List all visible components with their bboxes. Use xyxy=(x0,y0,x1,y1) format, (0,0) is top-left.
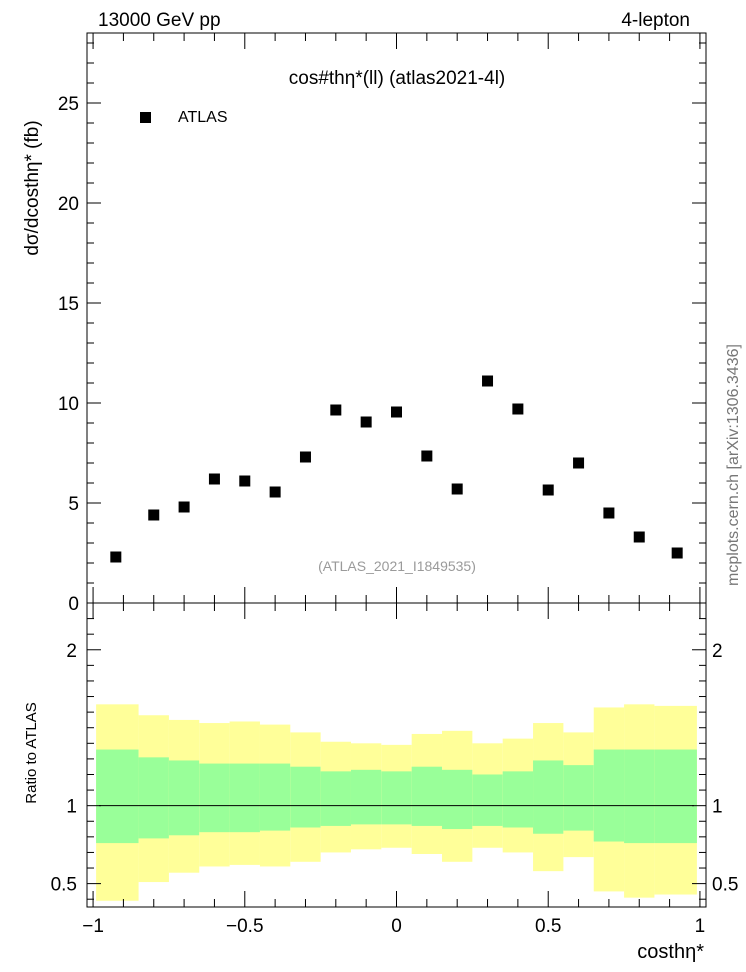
data-point-atlas xyxy=(148,509,160,521)
inner-band-bin xyxy=(96,749,139,844)
inner-band-bin xyxy=(502,771,534,828)
main-panel: 0 5 10 15 20 25 cos#thη*(ll) (atlas2021-4l) A… xyxy=(22,32,742,615)
x-tick-label: 0.5 xyxy=(535,916,561,937)
data-point-atlas xyxy=(208,473,220,485)
data-point-atlas xyxy=(482,375,494,387)
watermark: (ATLAS_2021_I1849535) xyxy=(318,558,476,574)
data-point-atlas xyxy=(603,507,615,519)
main-ytick-label: 25 xyxy=(58,94,79,115)
ratio-bands xyxy=(96,704,697,901)
legend-marker-atlas xyxy=(140,112,151,123)
data-point-atlas xyxy=(573,457,585,469)
inner-band-bin xyxy=(138,757,169,839)
ratio-ytick-label-right: 0.5 xyxy=(712,875,738,896)
inner-band-bin xyxy=(229,763,260,833)
main-series xyxy=(110,375,683,563)
inner-band-bin xyxy=(320,771,351,826)
x-tick-label: −1 xyxy=(82,916,104,937)
ratio-ylabel: Ratio to ATLAS xyxy=(23,702,40,803)
header-left: 13000 GeV pp xyxy=(98,10,221,31)
ratio-axes: 0.5 0.5 1 1 2 2 −1 −0.5 0 0.5 1 xyxy=(51,602,738,937)
side-label: mcplots.cern.ch [arXiv:1306.3436] xyxy=(725,344,742,586)
inner-band-bin xyxy=(472,774,503,826)
inner-band-bin xyxy=(624,749,655,844)
inner-band-bin xyxy=(442,769,473,830)
main-ytick-label: 15 xyxy=(58,294,79,315)
inner-band-bin xyxy=(411,766,443,826)
ratio-ytick-label-right: 2 xyxy=(712,641,723,662)
data-point-atlas xyxy=(299,451,311,463)
inner-band-bin xyxy=(381,771,412,825)
chart-title: cos#thη*(ll) (atlas2021-4l) xyxy=(289,68,506,89)
main-ytick-label: 0 xyxy=(68,594,79,615)
main-ytick-label: 5 xyxy=(68,494,79,515)
inner-band-bin xyxy=(350,769,382,825)
data-point-atlas xyxy=(421,450,433,462)
data-point-atlas xyxy=(542,484,554,496)
data-point-atlas xyxy=(633,531,645,543)
ratio-ytick-label-right: 1 xyxy=(712,797,723,818)
data-point-atlas xyxy=(391,406,402,418)
data-point-atlas xyxy=(360,416,372,428)
inner-band-bin xyxy=(259,763,291,831)
ratio-ytick-label-left: 1 xyxy=(66,797,77,818)
data-point-atlas xyxy=(178,501,190,513)
x-tick-label: 0 xyxy=(391,916,402,937)
inner-band-bin xyxy=(290,766,321,828)
inner-band-bin xyxy=(654,749,697,844)
data-point-atlas xyxy=(330,404,342,416)
data-point-atlas xyxy=(239,475,251,487)
x-tick-label: −0.5 xyxy=(226,916,264,937)
x-tick-label: 1 xyxy=(695,916,706,937)
legend-label-atlas: ATLAS xyxy=(178,109,228,126)
inner-band-bin xyxy=(168,760,200,836)
main-ytick-label: 10 xyxy=(58,394,79,415)
legend: ATLAS xyxy=(140,109,228,126)
ratio-ytick-label-left: 0.5 xyxy=(51,875,77,896)
x-axis-label: costhη* xyxy=(637,941,704,963)
data-point-atlas xyxy=(512,403,524,415)
inner-band-bin xyxy=(563,765,594,831)
ratio-ytick-label-left: 2 xyxy=(66,641,77,662)
data-point-atlas xyxy=(451,483,463,495)
inner-band-bin xyxy=(593,749,625,842)
main-ylabel: dσ/dcosthη* (fb) xyxy=(22,120,43,255)
main-axes: 0 5 10 15 20 25 xyxy=(58,32,707,615)
data-point-atlas xyxy=(110,551,122,563)
header-right: 4-lepton xyxy=(621,10,690,31)
main-ytick-label: 20 xyxy=(58,194,79,215)
inner-band-bin xyxy=(533,760,564,834)
ratio-panel: 0.5 0.5 1 1 2 2 −1 −0.5 0 0.5 1 Ratio to ATLAS cos… xyxy=(23,602,738,963)
data-point-atlas xyxy=(671,547,683,559)
data-point-atlas xyxy=(269,486,281,498)
inner-band-bin xyxy=(199,763,230,833)
